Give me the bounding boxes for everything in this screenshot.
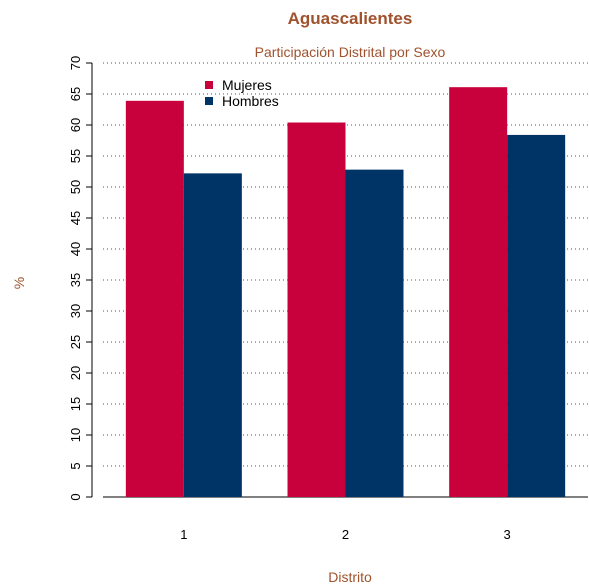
x-axis-label: Distrito [328, 569, 372, 585]
chart-subtitle: Participación Distrital por Sexo [255, 44, 446, 60]
y-tick-label: 70 [68, 56, 83, 70]
y-tick-label: 45 [68, 211, 83, 225]
bar-hombres-1 [183, 173, 242, 498]
y-tick-label: 5 [68, 462, 83, 469]
bar-mujeres-3 [449, 87, 508, 498]
y-tick-label: 0 [68, 493, 83, 500]
bar-hombres-2 [345, 169, 404, 497]
legend-swatch-hombres [205, 97, 213, 105]
y-tick-label: 40 [68, 242, 83, 256]
bars-layer [125, 87, 566, 498]
y-axis-label: % [11, 277, 27, 289]
y-tick-label: 50 [68, 180, 83, 194]
y-tick-label: 35 [68, 273, 83, 287]
x-tick-label: 3 [504, 527, 511, 542]
y-tick-label: 20 [68, 366, 83, 380]
y-tick-label: 25 [68, 335, 83, 349]
y-tick-label: 60 [68, 118, 83, 132]
y-tick-label: 30 [68, 304, 83, 318]
legend-label-hombres: Hombres [222, 93, 279, 109]
x-tick-label: 1 [180, 527, 187, 542]
bar-mujeres-2 [287, 122, 346, 498]
y-tick-label: 10 [68, 428, 83, 442]
y-tick-label: 15 [68, 397, 83, 411]
y-tick-label: 65 [68, 87, 83, 101]
x-tick-label: 2 [342, 527, 349, 542]
x-axis: 1 2 3 [180, 527, 511, 542]
y-axis: 0 5 10 15 20 25 30 35 40 45 50 55 60 65 70 [68, 56, 588, 501]
legend-label-mujeres: Mujeres [222, 77, 272, 93]
y-tick-label: 55 [68, 149, 83, 163]
bar-hombres-3 [507, 134, 566, 498]
chart-title: Aguascalientes [288, 9, 413, 28]
legend-swatch-mujeres [205, 81, 213, 89]
bar-mujeres-1 [125, 100, 184, 497]
